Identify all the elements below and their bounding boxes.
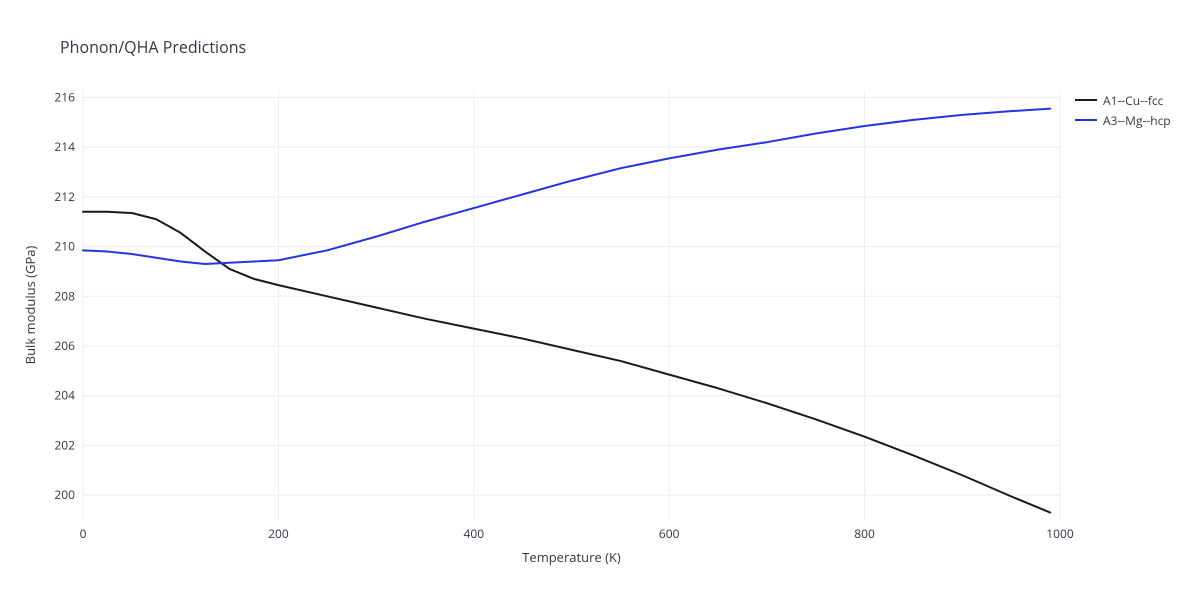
y-axis-label: Bulk modulus (GPa) [21, 246, 39, 365]
svg-text:0: 0 [80, 525, 87, 542]
svg-text:202: 202 [54, 436, 75, 453]
svg-text:212: 212 [54, 188, 75, 205]
svg-text:200: 200 [268, 525, 289, 542]
chart-plot: 200 202 204 206 208 210 212 214 216 0 200 400 600 800… [0, 0, 1200, 600]
legend-item[interactable]: A1--Cu--fcc [1075, 90, 1171, 110]
svg-text:1000: 1000 [1046, 525, 1074, 542]
legend-swatch [1075, 119, 1097, 121]
svg-text:204: 204 [54, 387, 75, 404]
svg-text:210: 210 [54, 238, 75, 255]
svg-text:200: 200 [54, 486, 75, 503]
svg-text:206: 206 [54, 337, 75, 354]
legend-label: A1--Cu--fcc [1103, 92, 1163, 109]
legend-swatch [1075, 99, 1097, 101]
svg-text:800: 800 [854, 525, 875, 542]
svg-text:214: 214 [54, 138, 75, 155]
legend: A1--Cu--fcc A3--Mg--hcp [1075, 90, 1171, 130]
x-axis-label: Temperature (K) [522, 548, 621, 566]
legend-item[interactable]: A3--Mg--hcp [1075, 110, 1171, 130]
svg-text:600: 600 [659, 525, 680, 542]
legend-label: A3--Mg--hcp [1103, 112, 1171, 129]
svg-text:400: 400 [464, 525, 485, 542]
svg-text:216: 216 [54, 88, 75, 105]
svg-text:208: 208 [54, 287, 75, 304]
